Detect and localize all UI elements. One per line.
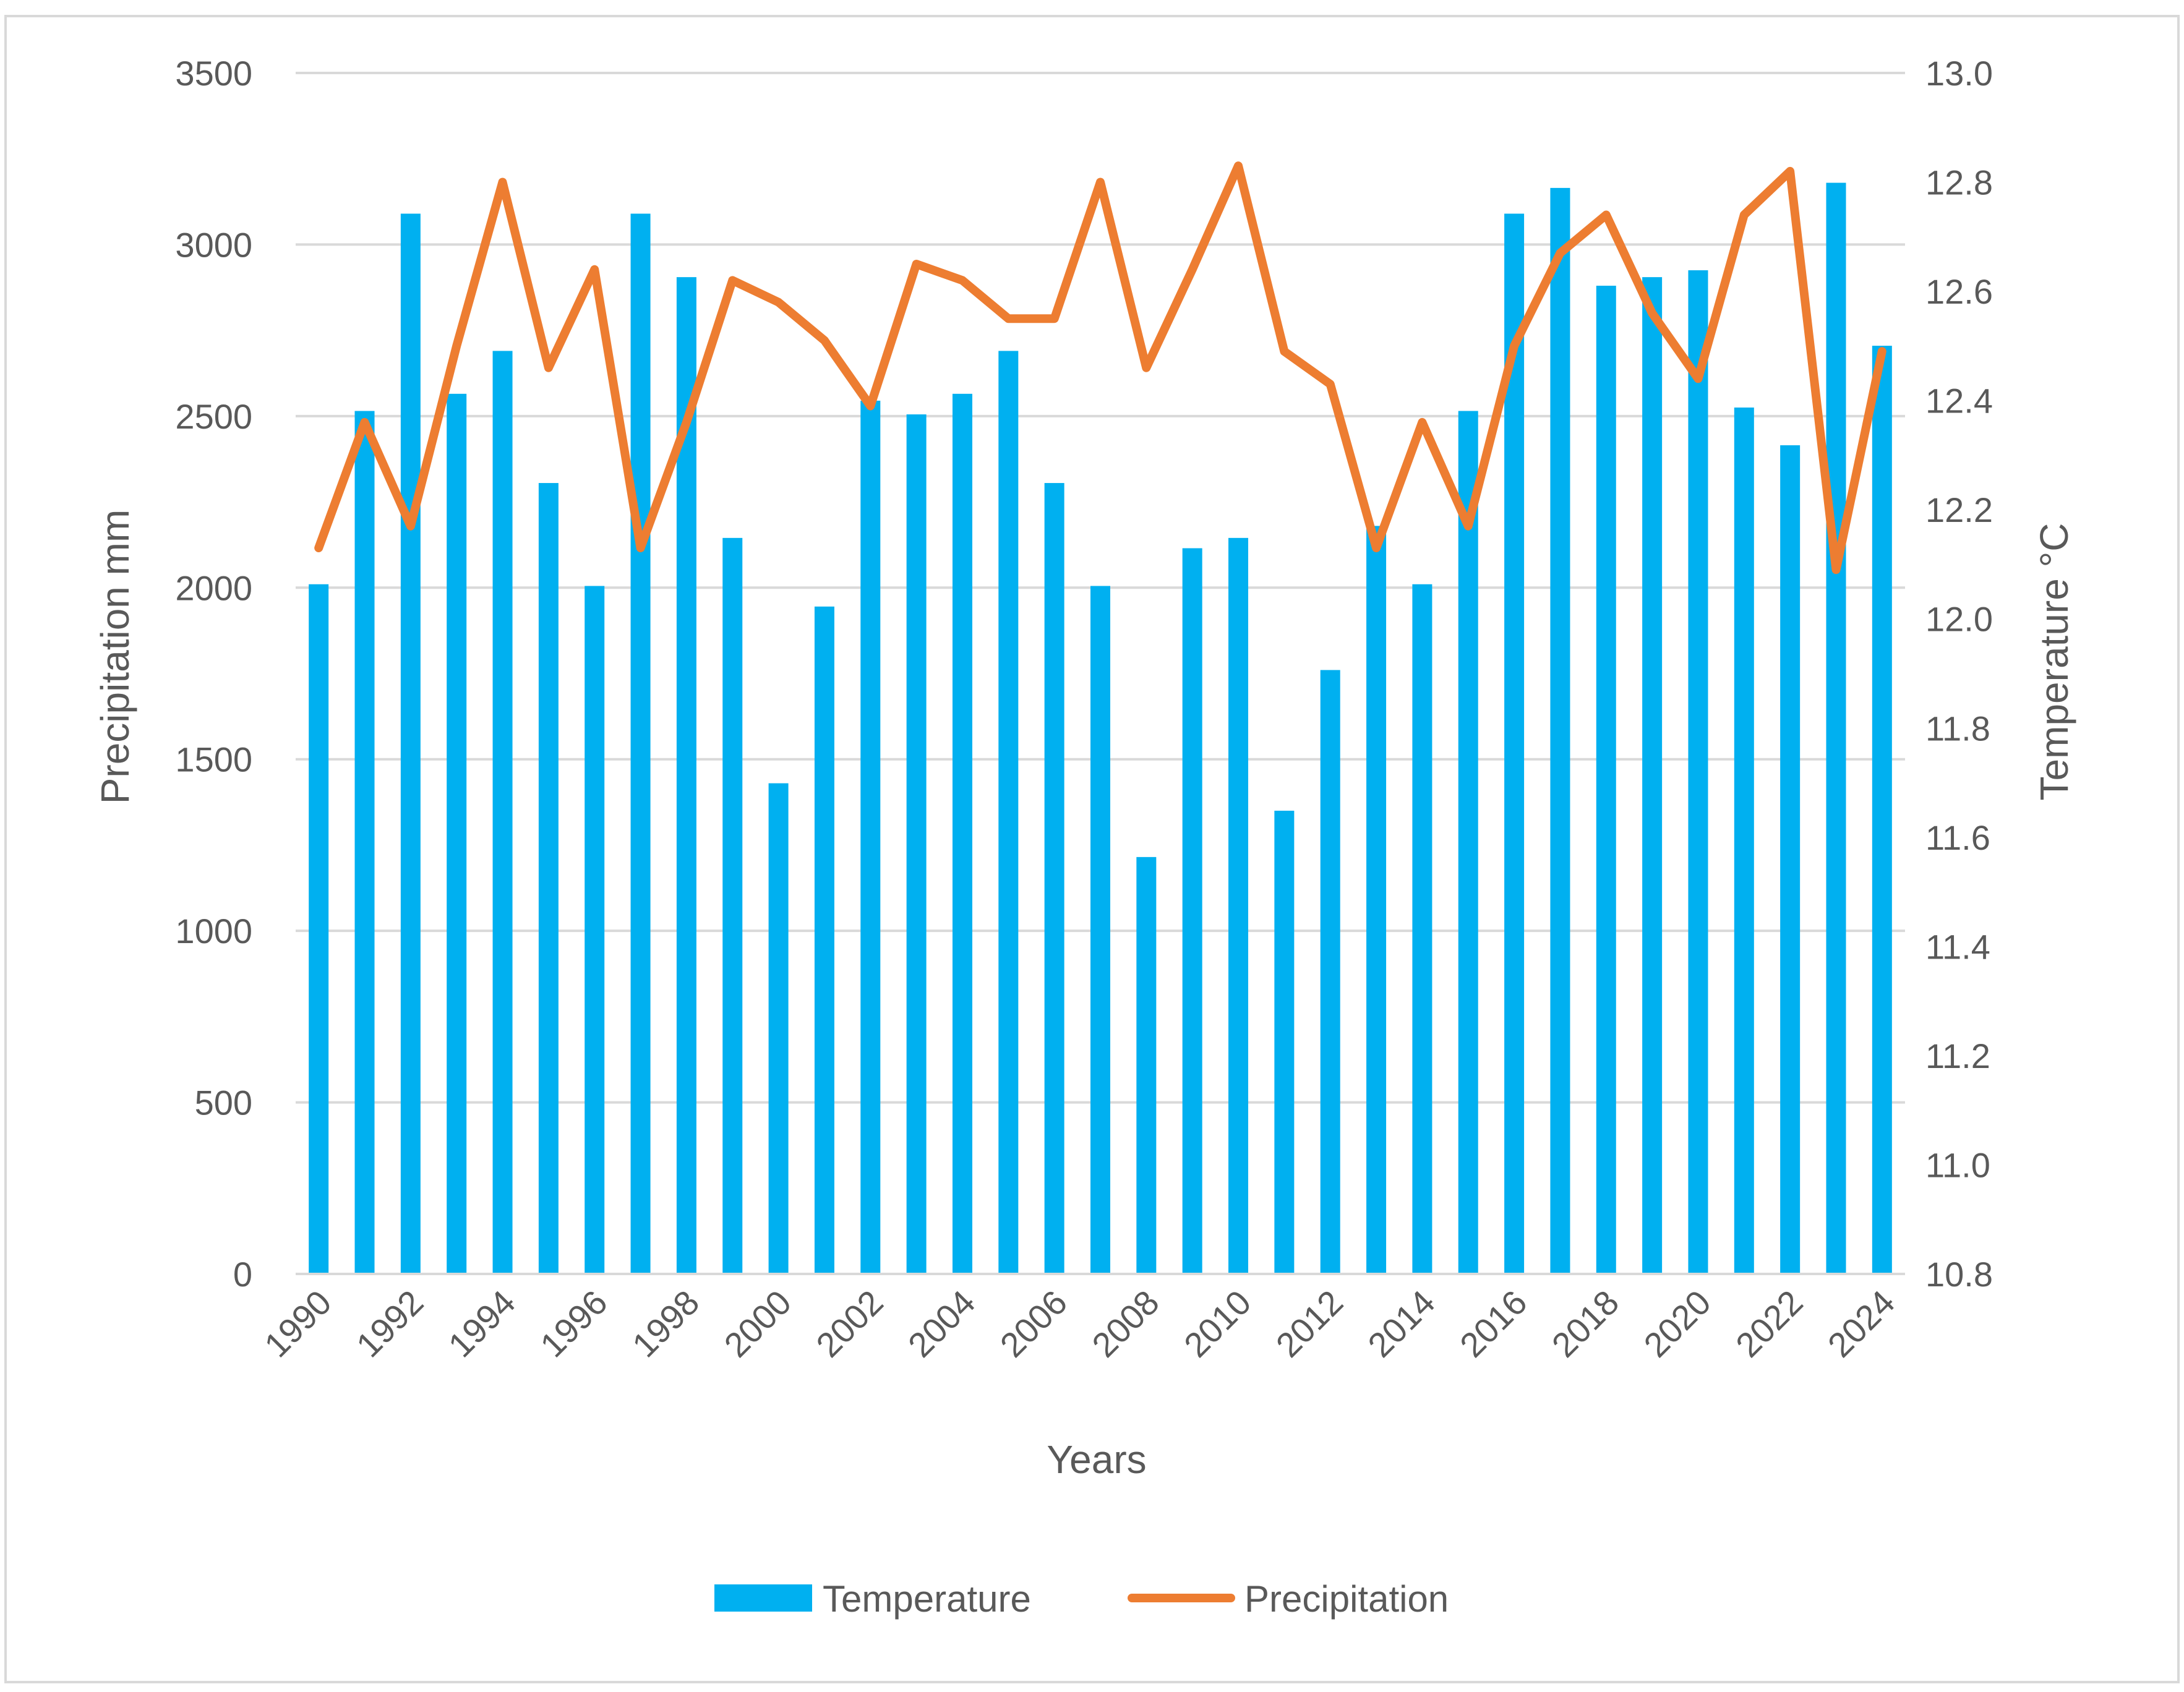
bar-2019 (1642, 277, 1663, 1274)
bar-2012 (1320, 670, 1340, 1274)
y-left-tick-label: 500 (195, 1083, 252, 1122)
y-right-tick-label: 11.8 (1925, 709, 1990, 748)
bar-1997 (630, 213, 651, 1274)
bar-1996 (585, 586, 605, 1274)
y-right-tick-label: 12.6 (1925, 272, 1993, 311)
bar-2016 (1504, 213, 1525, 1274)
legend-swatch-temperature (714, 1584, 812, 1612)
line-series-precipitation (314, 161, 1886, 575)
bar-1990 (309, 584, 329, 1275)
y-axis-left-ticks: 0 500 1000 1500 2000 2500 3000 3500 (175, 54, 252, 1294)
y-right-tick-label: 10.8 (1925, 1255, 1993, 1294)
bar-2021 (1734, 407, 1754, 1274)
bar-1991 (354, 411, 375, 1274)
bar-2018 (1596, 286, 1616, 1274)
y-right-tick-label: 11.6 (1925, 818, 1990, 857)
bar-2024 (1872, 346, 1892, 1274)
bar-2008 (1136, 857, 1157, 1274)
y-right-tick-label: 12.2 (1925, 490, 1993, 529)
y-right-tick-label: 13.0 (1925, 54, 1993, 93)
bar-1994 (492, 351, 513, 1274)
legend: Temperature Precipitation (714, 1578, 1449, 1620)
bar-2022 (1780, 445, 1801, 1274)
bar-2009 (1182, 548, 1202, 1274)
y-left-tick-label: 3000 (175, 225, 252, 264)
bar-1992 (400, 213, 421, 1274)
y-left-tick-label: 0 (233, 1255, 252, 1294)
bar-2006 (1044, 483, 1064, 1275)
gridlines (296, 72, 1905, 1104)
bar-2003 (906, 414, 927, 1274)
y-left-tick-label: 1000 (175, 912, 252, 951)
bar-1995 (538, 483, 559, 1275)
bar-2014 (1412, 584, 1432, 1275)
x-axis-title: Years (1047, 1437, 1146, 1482)
bar-series-temperature (309, 182, 1892, 1275)
y-axis-right-title: Temperature °C (2032, 523, 2076, 801)
y-right-tick-label: 11.4 (1925, 927, 1990, 966)
legend-label-temperature: Temperature (823, 1578, 1031, 1620)
bar-2007 (1090, 586, 1110, 1274)
legend-label-precipitation: Precipitation (1244, 1578, 1449, 1620)
y-left-tick-label: 3500 (175, 54, 252, 93)
bar-2001 (814, 606, 834, 1274)
bar-2010 (1228, 537, 1249, 1274)
bar-1999 (722, 537, 743, 1274)
bar-1993 (447, 393, 467, 1274)
bar-2004 (952, 393, 972, 1274)
bar-2023 (1826, 182, 1846, 1274)
y-axis-right-ticks: 10.8 11.0 11.2 11.4 11.6 11.8 12.0 12.2 12.4 12.6… (1925, 54, 1993, 1294)
bar-2005 (998, 351, 1019, 1274)
bar-2013 (1366, 526, 1387, 1275)
y-left-tick-label: 1500 (175, 740, 252, 779)
bar-2015 (1458, 411, 1478, 1274)
y-right-tick-label: 12.4 (1925, 382, 1993, 421)
y-left-tick-label: 2000 (175, 568, 252, 607)
bar-2000 (768, 783, 789, 1274)
y-right-tick-label: 12.8 (1925, 163, 1993, 202)
y-right-tick-label: 12.0 (1925, 600, 1993, 639)
y-right-tick-label: 11.0 (1925, 1145, 1990, 1184)
bar-2002 (860, 400, 881, 1274)
bar-2017 (1550, 187, 1570, 1274)
y-axis-left-title: Precipitation mm (93, 510, 137, 805)
y-left-tick-label: 2500 (175, 397, 252, 436)
y-right-tick-label: 11.2 (1925, 1036, 1990, 1075)
bar-2020 (1688, 270, 1708, 1274)
bar-2011 (1274, 810, 1295, 1274)
